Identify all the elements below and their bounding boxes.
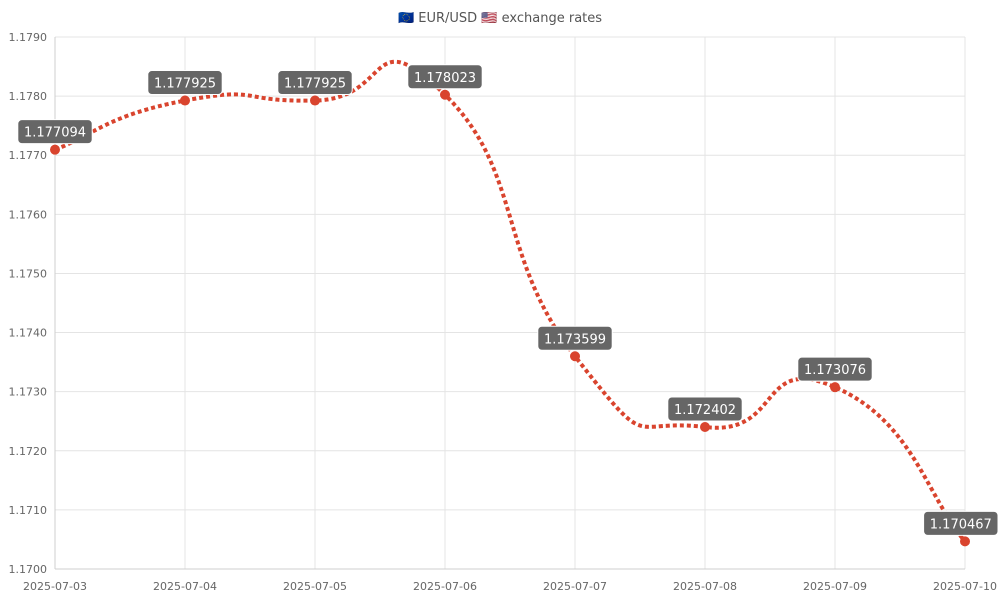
x-tick-label: 2025-07-03	[23, 580, 87, 593]
x-tick-label: 2025-07-04	[153, 580, 217, 593]
data-label-box	[923, 510, 999, 536]
x-tick-label: 2025-07-10	[933, 580, 997, 593]
data-label: 1.177094	[17, 119, 93, 145]
data-label-box	[537, 325, 613, 351]
data-label: 1.178023	[407, 64, 483, 90]
data-label: 1.173076	[797, 356, 873, 382]
series-line	[54, 59, 967, 543]
data-point[interactable]	[960, 536, 970, 547]
y-tick-label: 1.1790	[9, 31, 48, 44]
series-line-layer	[54, 59, 967, 543]
data-label-text: 1.177925	[154, 77, 216, 92]
data-point[interactable]	[180, 95, 190, 106]
data-label-box	[277, 70, 353, 96]
data-label: 1.170467	[923, 510, 999, 536]
data-point[interactable]	[700, 422, 710, 433]
x-tick-label: 2025-07-09	[803, 580, 867, 593]
data-label-text: 1.172402	[674, 403, 736, 418]
data-label: 1.177925	[147, 70, 223, 96]
y-tick-label: 1.1730	[9, 386, 48, 399]
data-point[interactable]	[830, 382, 840, 393]
data-label: 1.173599	[537, 325, 613, 351]
x-tick-label: 2025-07-05	[283, 580, 347, 593]
y-tick-label: 1.1760	[9, 208, 48, 221]
data-label-text: 1.178023	[414, 71, 476, 86]
data-point[interactable]	[50, 144, 60, 155]
data-point[interactable]	[440, 89, 450, 100]
x-tick-label: 2025-07-07	[543, 580, 607, 593]
data-label: 1.177925	[277, 70, 353, 96]
y-tick-label: 1.1740	[9, 327, 48, 340]
data-label-box	[407, 64, 483, 90]
chart-title: 🇪🇺 EUR/USD 🇺🇸 exchange rates	[398, 11, 602, 26]
x-tick-label: 2025-07-08	[673, 580, 737, 593]
data-label-box	[147, 70, 223, 96]
x-tick-label: 2025-07-06	[413, 580, 477, 593]
y-tick-label: 1.1710	[9, 504, 48, 517]
data-label-text: 1.177094	[24, 126, 86, 141]
data-label-box	[17, 119, 93, 145]
y-tick-label: 1.1770	[9, 149, 48, 162]
data-points	[50, 89, 970, 547]
data-label: 1.172402	[667, 396, 743, 422]
data-label-text: 1.173599	[544, 332, 606, 347]
data-label-box	[797, 356, 873, 382]
axes: 1.17001.17101.17201.17301.17401.17501.17…	[9, 31, 997, 593]
data-point[interactable]	[310, 95, 320, 106]
y-tick-label: 1.1700	[9, 563, 48, 576]
data-label-box	[667, 396, 743, 422]
y-tick-label: 1.1780	[9, 90, 48, 103]
data-label-text: 1.177925	[284, 77, 346, 92]
grid	[54, 36, 966, 570]
y-tick-label: 1.1750	[9, 267, 48, 280]
y-tick-label: 1.1720	[9, 445, 48, 458]
data-label-text: 1.170467	[930, 517, 992, 532]
data-labels: 1.177094 1.177925 1.177925 1.178023 1.173599…	[17, 64, 999, 536]
data-label-text: 1.173076	[804, 363, 866, 378]
data-point[interactable]	[570, 351, 580, 362]
